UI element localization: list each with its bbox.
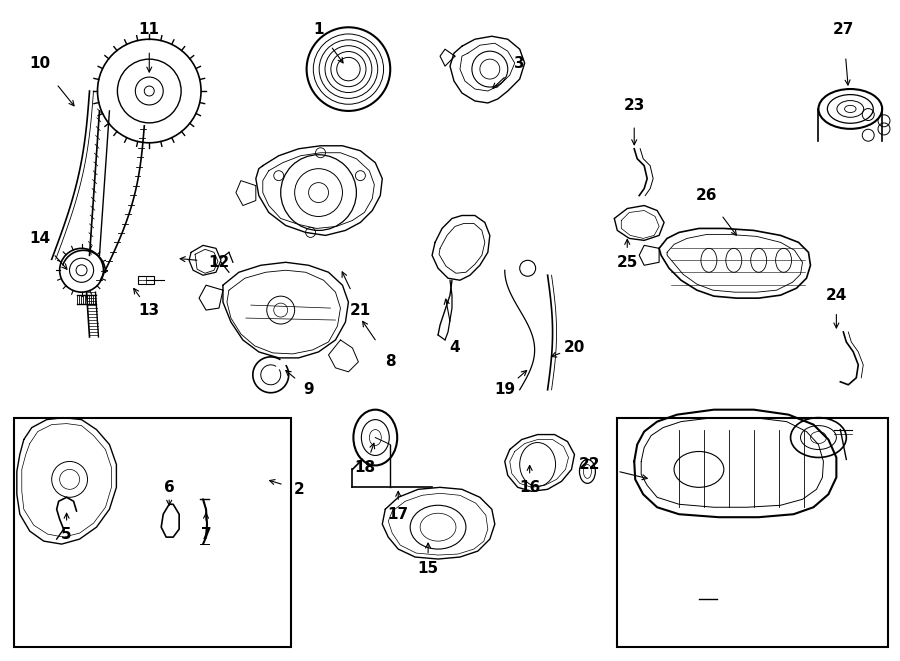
Text: 3: 3 [515,56,525,71]
Text: 20: 20 [563,340,585,356]
Text: 5: 5 [61,527,72,541]
Text: 8: 8 [385,354,396,369]
Text: 15: 15 [418,561,438,576]
Text: 11: 11 [139,22,160,37]
Text: 7: 7 [201,527,212,541]
Text: 16: 16 [519,480,540,495]
Text: 1: 1 [313,22,324,37]
Text: 18: 18 [355,460,376,475]
Text: 10: 10 [29,56,50,71]
Text: 17: 17 [388,507,409,522]
Text: 12: 12 [208,254,230,270]
Text: 25: 25 [616,254,638,270]
Text: 4: 4 [450,340,460,356]
Text: 19: 19 [494,382,516,397]
Text: 23: 23 [624,98,645,114]
Text: 26: 26 [697,188,717,203]
Text: 6: 6 [164,480,175,495]
Text: 24: 24 [825,288,847,303]
Text: 13: 13 [139,303,160,317]
Text: 14: 14 [29,231,50,246]
Bar [617,418,888,646]
Text: 21: 21 [350,303,371,317]
Text: 27: 27 [832,22,854,37]
Text: 22: 22 [579,457,600,472]
Text: 9: 9 [303,382,314,397]
Bar [14,418,291,646]
Text: 2: 2 [293,482,304,497]
Bar [139,276,154,284]
